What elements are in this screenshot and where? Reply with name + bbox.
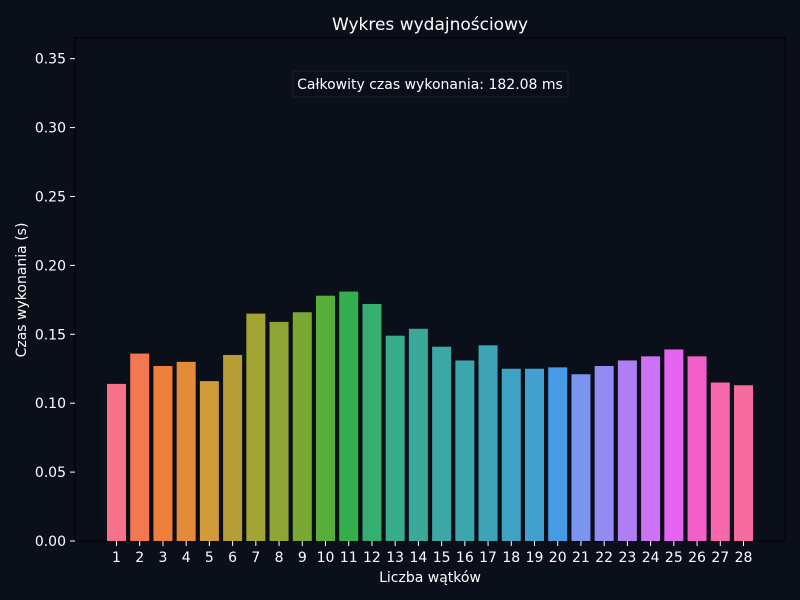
bar-11 — [339, 291, 359, 541]
x-tick-label: 23 — [618, 550, 636, 566]
x-tick-label: 17 — [479, 550, 497, 566]
y-axis: 0.00 0.05 0.10 0.15 0.20 0.25 0.30 0.35 — [35, 52, 75, 550]
total-time-annotation: Całkowity czas wykonania: 182.08 ms — [292, 70, 569, 98]
bar-23 — [617, 360, 637, 541]
bar-10 — [316, 295, 335, 541]
bar-22 — [594, 365, 614, 541]
x-tick-label: 2 — [135, 550, 144, 566]
x-tick-label: 27 — [711, 550, 729, 566]
x-axis: 1 2 3 4 5 6 7 8 9 10 11 12 13 14 15 16 17 18 19 20 21 22 23 24 2… — [112, 541, 752, 566]
bar-8 — [269, 321, 289, 541]
y-tick-label: 0.00 — [35, 534, 66, 550]
plot-area-frame — [74, 37, 786, 542]
x-tick-label: 8 — [275, 550, 284, 566]
y-tick-label: 0.20 — [35, 258, 66, 274]
bar-5 — [199, 381, 219, 541]
chart-title: Wykres wydajnościowy — [332, 15, 528, 35]
x-tick-label: 10 — [317, 550, 335, 566]
x-tick-label: 4 — [182, 550, 191, 566]
x-axis-title: Liczba wątków — [379, 570, 481, 586]
x-tick-label: 12 — [363, 550, 381, 566]
x-tick-label: 21 — [572, 550, 590, 566]
x-tick-label: 15 — [433, 550, 451, 566]
bar-27 — [710, 382, 730, 541]
bar-21 — [571, 374, 591, 541]
bar-28 — [734, 385, 753, 541]
x-tick-label: 18 — [502, 550, 520, 566]
annotation-text: Całkowity czas wykonania: 182.08 ms — [297, 77, 563, 93]
x-tick-label: 7 — [251, 550, 260, 566]
y-tick-label: 0.25 — [35, 189, 66, 205]
x-tick-label: 20 — [549, 550, 567, 566]
y-tick-label: 0.15 — [35, 327, 66, 343]
x-tick-label: 28 — [735, 550, 753, 566]
bars-group — [107, 291, 753, 541]
x-tick-label: 13 — [386, 550, 404, 566]
x-tick-label: 14 — [409, 550, 427, 566]
x-tick-label: 9 — [298, 550, 307, 566]
x-tick-label: 25 — [665, 550, 683, 566]
bar-7 — [246, 313, 266, 541]
y-axis-title: Czas wykonania (s) — [14, 223, 30, 358]
y-tick-label: 0.35 — [35, 52, 66, 68]
x-tick-label: 6 — [228, 550, 237, 566]
bar-24 — [641, 356, 661, 541]
bar-4 — [176, 361, 196, 541]
bar-26 — [687, 356, 707, 541]
bar-15 — [432, 346, 452, 541]
bar-9 — [292, 312, 312, 541]
annotation-box — [292, 70, 569, 98]
bar-17 — [478, 345, 498, 541]
x-tick-label: 16 — [456, 550, 474, 566]
x-tick-label: 19 — [526, 550, 544, 566]
bar-16 — [455, 360, 475, 541]
bar-1 — [107, 383, 126, 541]
x-tick-label: 24 — [642, 550, 660, 566]
bar-12 — [362, 303, 382, 541]
bar-2 — [130, 353, 150, 541]
bar-13 — [385, 335, 405, 541]
y-tick-label: 0.10 — [35, 396, 66, 412]
x-tick-label: 26 — [688, 550, 706, 566]
bar-19 — [525, 368, 544, 541]
y-tick-label: 0.05 — [35, 465, 66, 481]
bar-14 — [408, 328, 428, 541]
x-tick-label: 5 — [205, 550, 214, 566]
bar-6 — [223, 354, 243, 541]
y-tick-label: 0.30 — [35, 121, 66, 137]
bar-3 — [153, 365, 173, 541]
bar-25 — [664, 349, 684, 541]
x-tick-label: 3 — [158, 550, 167, 566]
x-tick-label: 11 — [340, 550, 358, 566]
bar-18 — [501, 368, 521, 541]
x-tick-label: 22 — [595, 550, 613, 566]
x-tick-label: 1 — [112, 550, 121, 566]
bar-20 — [548, 367, 568, 541]
